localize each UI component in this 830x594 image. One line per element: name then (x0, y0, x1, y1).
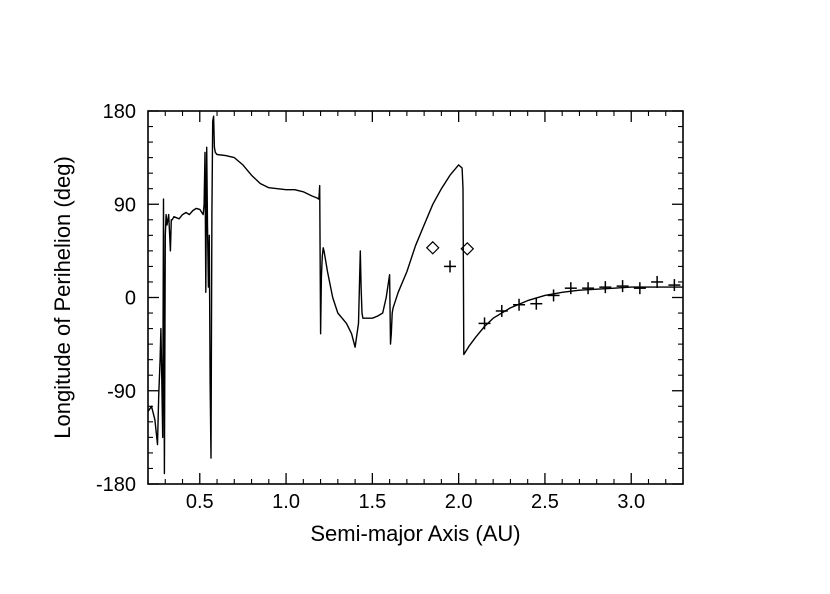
plus-marker (513, 298, 526, 311)
series-line (147, 115, 683, 475)
plus-marker (616, 280, 629, 293)
y-tick-label: 180 (103, 101, 136, 123)
plot-frame (147, 110, 684, 485)
y-tick-label: -180 (96, 474, 136, 496)
labels-layer: 0.5 1.0 1.5 2.0 2.5 3.0 -180 -90 0 90 180 (96, 101, 645, 513)
x-axis-label: Semi-major Axis (AU) (310, 521, 520, 546)
plus-marker (547, 289, 560, 302)
plus-marker (633, 282, 646, 295)
x-tick-label: 3.0 (617, 491, 645, 513)
plus-marker (651, 275, 664, 288)
series-layer (147, 115, 683, 475)
plus-marker (478, 317, 491, 330)
diamond-marker (425, 240, 440, 255)
plus-marker (495, 304, 508, 317)
plus-marker (668, 279, 681, 292)
x-tick-label: 2.5 (531, 491, 559, 513)
x-tick-label: 0.5 (186, 491, 214, 513)
x-tick-label: 1.0 (272, 491, 300, 513)
y-axis-label: Longitude of Perihelion (deg) (50, 156, 75, 439)
plus-marker (599, 281, 612, 294)
x-tick-label: 2.0 (445, 491, 473, 513)
plus-marker (564, 282, 577, 295)
plus-marker (530, 297, 543, 310)
y-tick-label: -90 (107, 381, 136, 403)
plus-marker (444, 260, 457, 273)
x-tick-label: 1.5 (358, 491, 386, 513)
y-tick-label: 90 (114, 194, 136, 216)
plus-marker (582, 282, 595, 295)
y-tick-label: 0 (125, 288, 136, 310)
ticks-layer (147, 110, 684, 485)
diamond-marker (460, 241, 475, 256)
